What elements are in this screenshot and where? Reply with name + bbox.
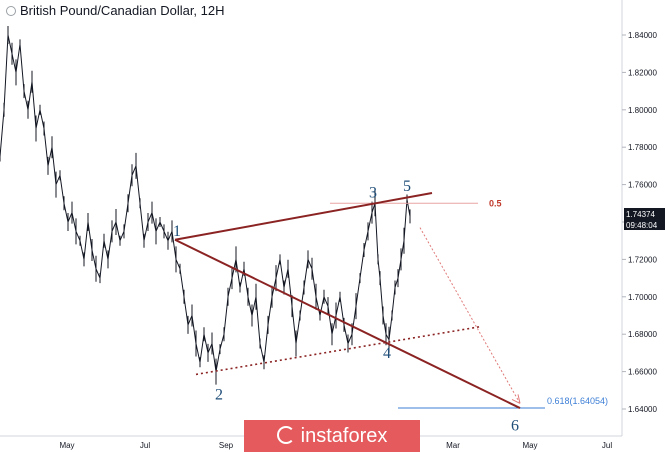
- time-tick-label: Sep: [219, 441, 234, 450]
- price-badge-bg: [624, 208, 665, 220]
- price-tick-label: 1.66000: [628, 368, 657, 377]
- wave-label-5: 5: [403, 178, 411, 195]
- countdown-badge-bg: [624, 219, 665, 231]
- brand-logo-icon: [276, 426, 295, 444]
- price-tick-label: 1.68000: [628, 330, 657, 339]
- lower-trendline: [174, 238, 521, 409]
- price-tick-label: 1.78000: [628, 143, 657, 152]
- wave-label-1: 1: [173, 223, 181, 240]
- projection-arrow-head: [511, 394, 521, 404]
- price-tick-label: 1.72000: [628, 255, 657, 264]
- time-tick-label: May: [522, 441, 537, 450]
- time-tick-label: May: [59, 441, 74, 450]
- wave-label-6: 6: [511, 418, 519, 435]
- level-label-0-618: 0.618(1.64054): [547, 396, 608, 406]
- time-tick-label: Jul: [140, 441, 150, 450]
- upper-trendline: [174, 192, 433, 241]
- wave-label-4: 4: [383, 345, 391, 362]
- price-tick-label: 1.70000: [628, 293, 657, 302]
- symbol-circle-icon: [6, 6, 16, 16]
- time-tick-label: Jul: [602, 441, 612, 450]
- wave-label-2: 2: [215, 386, 223, 403]
- chart-title: British Pound/Canadian Dollar, 12H: [6, 3, 225, 18]
- brand-banner: instaforex: [244, 420, 420, 452]
- brand-text: instaforex: [300, 425, 388, 447]
- price-tick-label: 1.80000: [628, 106, 657, 115]
- price-tick-label: 1.76000: [628, 181, 657, 190]
- price-tick-label: 1.84000: [628, 31, 657, 40]
- projection-arrow-line: [419, 227, 521, 404]
- price-tick-label: 1.64000: [628, 405, 657, 414]
- level-label-0-5: 0.5: [489, 198, 502, 208]
- wave-label-3: 3: [369, 185, 377, 202]
- time-tick-label: Mar: [446, 441, 460, 450]
- countdown-badge-value: 09:48:04: [626, 221, 658, 230]
- title-text: British Pound/Canadian Dollar, 12H: [20, 3, 225, 18]
- price-badge-value: 1.74374: [626, 210, 655, 219]
- price-line: [0, 34, 411, 372]
- price-tick-label: 1.82000: [628, 68, 657, 77]
